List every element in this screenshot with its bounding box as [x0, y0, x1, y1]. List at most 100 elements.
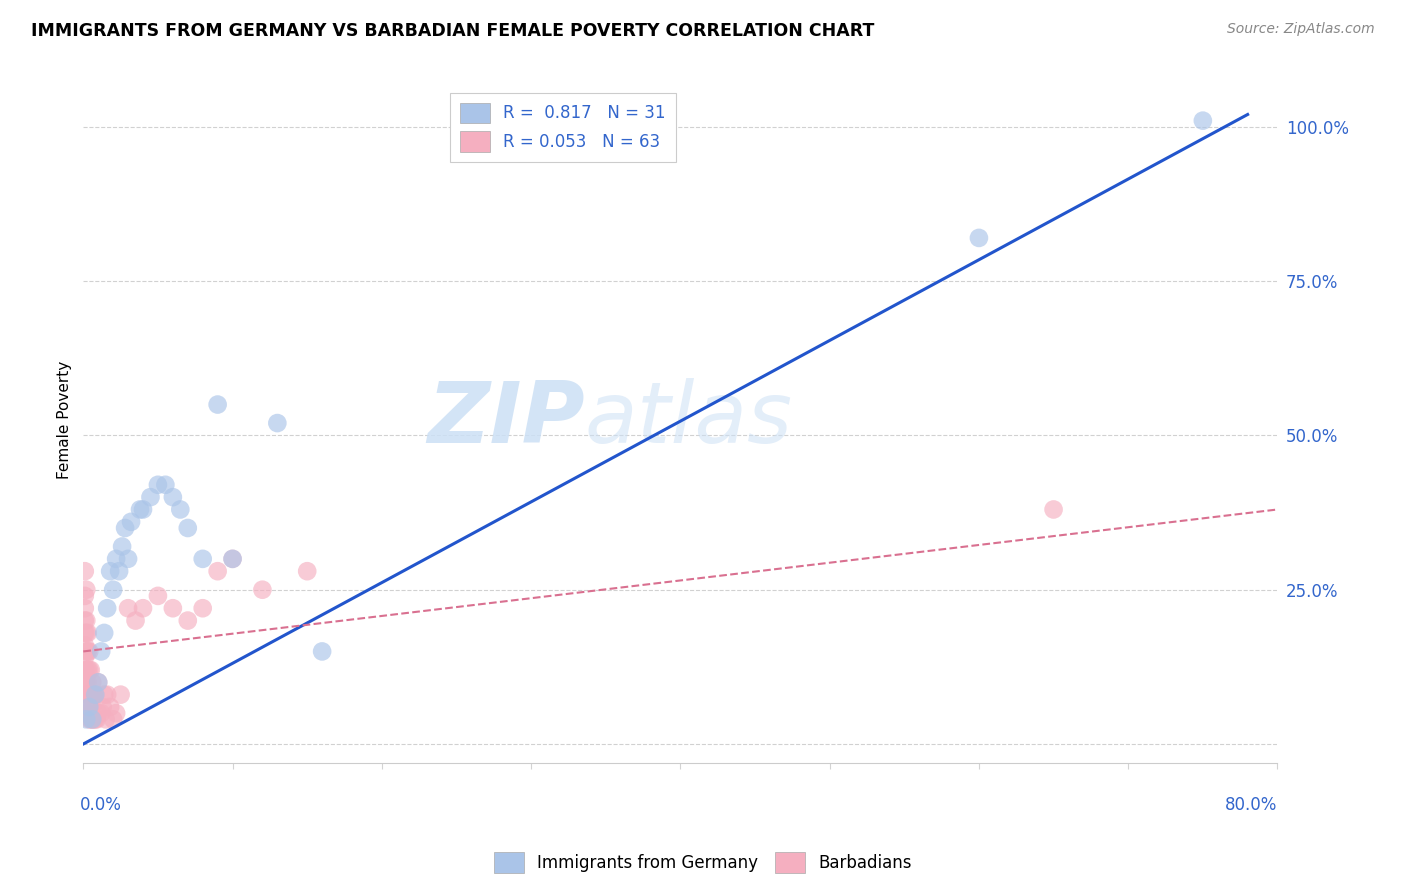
Point — [76, 626, 98, 640]
Point — [82, 712, 104, 726]
Point — [91, 700, 114, 714]
Point — [96, 601, 118, 615]
Point — [77, 700, 100, 714]
Point — [86, 712, 108, 726]
Point — [98, 564, 121, 578]
Point — [75, 706, 97, 720]
Point — [98, 700, 121, 714]
Point — [155, 477, 177, 491]
Point — [124, 614, 146, 628]
Point — [84, 688, 107, 702]
Point — [75, 644, 97, 658]
Point — [75, 626, 97, 640]
Point — [105, 552, 128, 566]
Point — [93, 626, 115, 640]
Point — [101, 582, 124, 597]
Point — [967, 231, 990, 245]
Point — [73, 564, 96, 578]
Point — [110, 688, 132, 702]
Point — [207, 398, 229, 412]
Point — [82, 712, 104, 726]
Point — [93, 688, 115, 702]
Text: ZIP: ZIP — [427, 378, 585, 461]
Point — [191, 601, 214, 615]
Point — [132, 601, 155, 615]
Point — [73, 601, 96, 615]
Point — [77, 688, 100, 702]
Point — [132, 502, 155, 516]
Point — [177, 614, 200, 628]
Point — [94, 712, 117, 726]
Point — [221, 552, 243, 566]
Point — [146, 477, 169, 491]
Point — [252, 582, 274, 597]
Point — [77, 663, 100, 677]
Point — [90, 644, 112, 658]
Point — [76, 706, 98, 720]
Text: IMMIGRANTS FROM GERMANY VS BARBADIAN FEMALE POVERTY CORRELATION CHART: IMMIGRANTS FROM GERMANY VS BARBADIAN FEM… — [31, 22, 875, 40]
Point — [80, 688, 103, 702]
Point — [169, 502, 191, 516]
Point — [73, 663, 96, 677]
Text: 80.0%: 80.0% — [1225, 797, 1278, 814]
Point — [87, 675, 110, 690]
Point — [146, 589, 169, 603]
Point — [311, 644, 333, 658]
Point — [76, 688, 98, 702]
Point — [162, 601, 184, 615]
Point — [73, 614, 96, 628]
Point — [83, 688, 105, 702]
Text: Source: ZipAtlas.com: Source: ZipAtlas.com — [1227, 22, 1375, 37]
Point — [73, 675, 96, 690]
Point — [84, 688, 107, 702]
Point — [77, 644, 100, 658]
Point — [73, 589, 96, 603]
Text: atlas: atlas — [585, 378, 793, 461]
Point — [87, 675, 110, 690]
Point — [80, 712, 103, 726]
Point — [73, 626, 96, 640]
Point — [117, 552, 139, 566]
Point — [266, 416, 288, 430]
Point — [82, 675, 104, 690]
Point — [75, 614, 97, 628]
Point — [87, 706, 110, 720]
Point — [207, 564, 229, 578]
Point — [221, 552, 243, 566]
Point — [76, 663, 98, 677]
Point — [114, 521, 136, 535]
Y-axis label: Female Poverty: Female Poverty — [58, 361, 72, 479]
Point — [1192, 113, 1215, 128]
Legend: R =  0.817   N = 31, R = 0.053   N = 63: R = 0.817 N = 31, R = 0.053 N = 63 — [450, 93, 676, 161]
Point — [77, 712, 100, 726]
Point — [82, 700, 104, 714]
Point — [1042, 502, 1064, 516]
Point — [117, 601, 139, 615]
Point — [162, 490, 184, 504]
Point — [73, 638, 96, 652]
Point — [75, 582, 97, 597]
Point — [108, 564, 131, 578]
Point — [96, 688, 118, 702]
Point — [75, 663, 97, 677]
Point — [76, 644, 98, 658]
Point — [80, 663, 103, 677]
Point — [76, 675, 98, 690]
Point — [177, 521, 200, 535]
Text: 0.0%: 0.0% — [80, 797, 122, 814]
Point — [105, 706, 128, 720]
Point — [84, 712, 107, 726]
Point — [80, 700, 103, 714]
Point — [111, 540, 134, 554]
Point — [75, 688, 97, 702]
Point — [191, 552, 214, 566]
Point — [120, 515, 142, 529]
Point — [101, 712, 124, 726]
Point — [73, 650, 96, 665]
Point — [90, 706, 112, 720]
Point — [139, 490, 162, 504]
Point — [129, 502, 152, 516]
Point — [75, 712, 97, 726]
Point — [83, 712, 105, 726]
Legend: Immigrants from Germany, Barbadians: Immigrants from Germany, Barbadians — [488, 846, 918, 880]
